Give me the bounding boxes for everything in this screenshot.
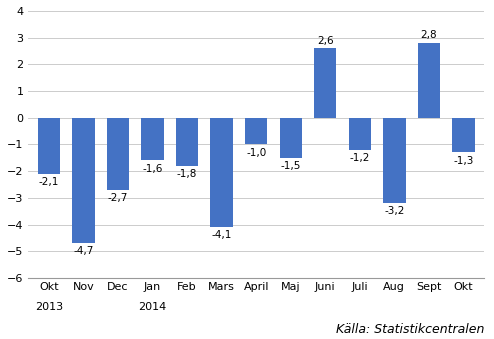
Bar <box>349 118 371 150</box>
Text: 2014: 2014 <box>138 302 167 312</box>
Text: 2013: 2013 <box>35 302 63 312</box>
Text: -1,0: -1,0 <box>246 148 266 158</box>
Bar <box>107 118 129 190</box>
Bar <box>176 118 199 166</box>
Bar <box>210 118 233 227</box>
Text: -1,6: -1,6 <box>142 164 163 174</box>
Text: -1,5: -1,5 <box>281 161 301 171</box>
Text: -1,3: -1,3 <box>453 156 474 166</box>
Bar <box>452 118 475 153</box>
Bar <box>280 118 302 158</box>
Bar <box>72 118 95 243</box>
Text: -2,1: -2,1 <box>39 177 59 187</box>
Text: -1,8: -1,8 <box>177 169 197 179</box>
Bar <box>314 48 336 118</box>
Text: 2,6: 2,6 <box>317 36 333 46</box>
Text: 2,8: 2,8 <box>420 30 437 40</box>
Bar <box>38 118 60 174</box>
Text: -1,2: -1,2 <box>350 153 370 163</box>
Text: -4,7: -4,7 <box>74 246 94 257</box>
Bar <box>141 118 164 160</box>
Bar <box>417 43 440 118</box>
Text: Källa: Statistikcentralen: Källa: Statistikcentralen <box>336 323 484 336</box>
Text: -4,1: -4,1 <box>211 231 232 240</box>
Bar <box>383 118 406 203</box>
Text: -3,2: -3,2 <box>384 206 405 216</box>
Bar <box>245 118 267 144</box>
Text: -2,7: -2,7 <box>108 193 128 203</box>
